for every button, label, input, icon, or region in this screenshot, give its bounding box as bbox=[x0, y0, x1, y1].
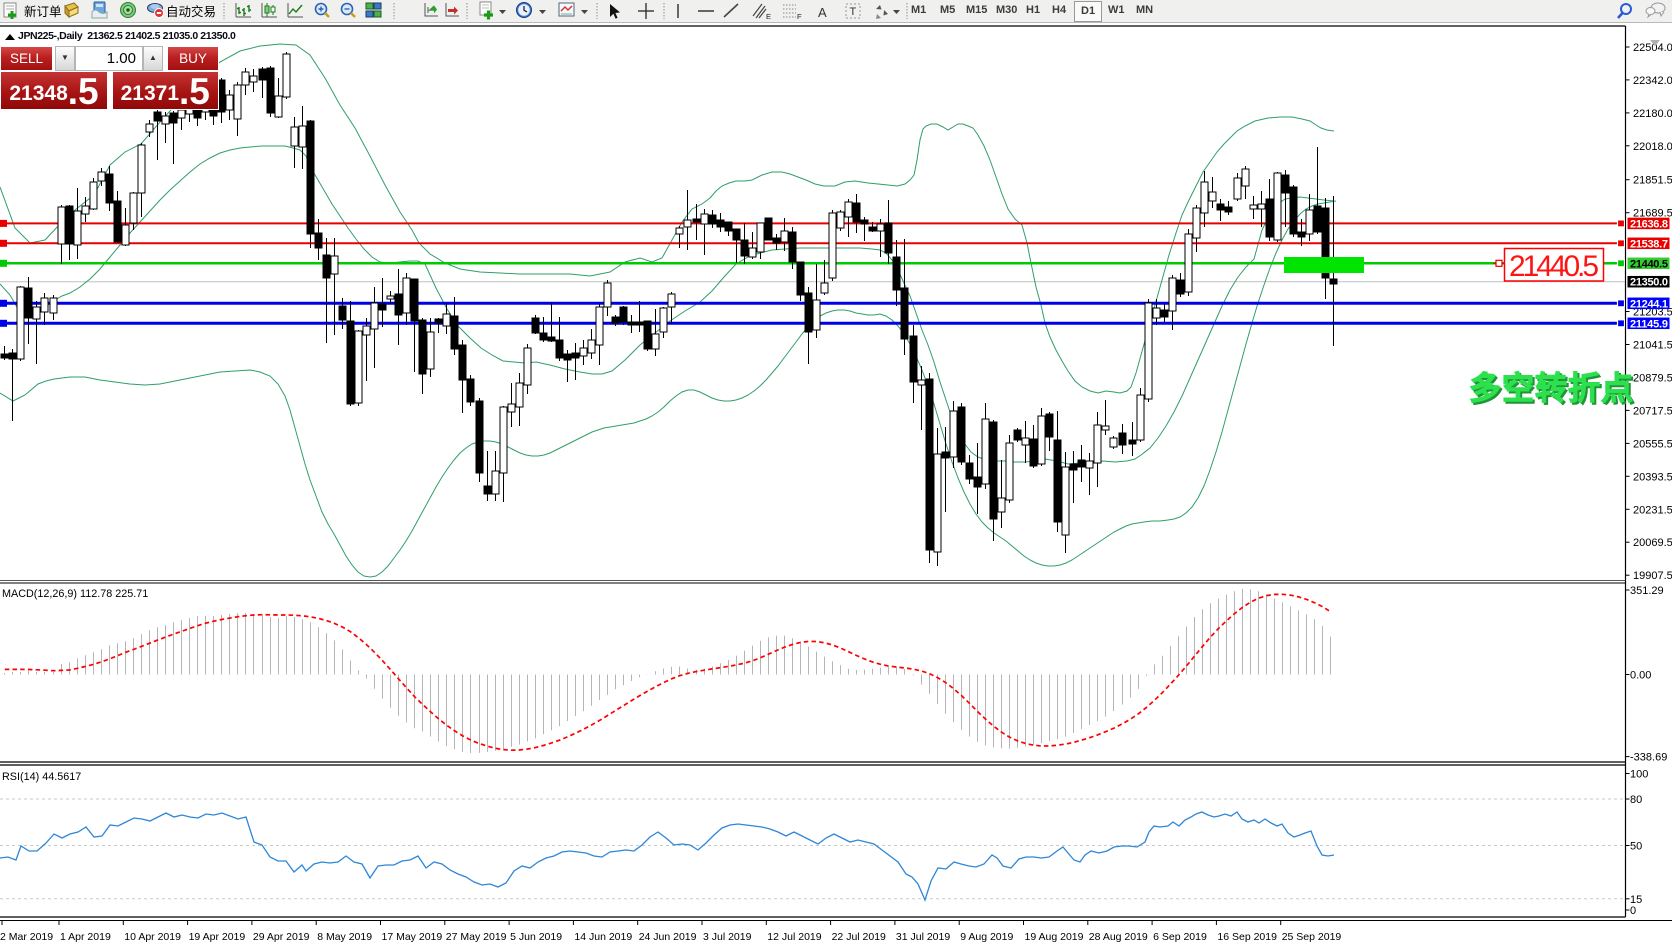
svg-text:MACD(12,26,9) 112.78 225.71: MACD(12,26,9) 112.78 225.71 bbox=[2, 588, 148, 600]
svg-text:3 Jul 2019: 3 Jul 2019 bbox=[703, 931, 752, 943]
svg-text:21350.0: 21350.0 bbox=[1630, 277, 1668, 289]
svg-text:A: A bbox=[818, 5, 827, 20]
svg-text:15: 15 bbox=[1630, 894, 1642, 906]
svg-text:20717.5: 20717.5 bbox=[1633, 405, 1672, 417]
svg-text:多空转折点: 多空转折点 bbox=[1471, 372, 1636, 408]
svg-text:F: F bbox=[797, 12, 802, 21]
svg-text:14 Jun 2019: 14 Jun 2019 bbox=[574, 931, 632, 943]
svg-text:22 Jul 2019: 22 Jul 2019 bbox=[832, 931, 886, 943]
svg-text:22018.0: 22018.0 bbox=[1633, 141, 1672, 153]
svg-text:20879.5: 20879.5 bbox=[1633, 373, 1672, 385]
svg-text:50: 50 bbox=[1630, 841, 1642, 853]
svg-text:新订单: 新订单 bbox=[24, 4, 62, 19]
svg-text:0: 0 bbox=[1630, 905, 1636, 917]
svg-text:T: T bbox=[850, 6, 857, 18]
svg-text:12 Jul 2019: 12 Jul 2019 bbox=[767, 931, 821, 943]
svg-text:21636.8: 21636.8 bbox=[1630, 218, 1668, 230]
svg-text:351.29: 351.29 bbox=[1630, 585, 1664, 597]
svg-text:16 Sep 2019: 16 Sep 2019 bbox=[1217, 931, 1277, 943]
svg-text:21851.5: 21851.5 bbox=[1633, 175, 1672, 187]
svg-text:20393.5: 20393.5 bbox=[1633, 471, 1672, 483]
svg-text:27 May 2019: 27 May 2019 bbox=[446, 931, 507, 943]
svg-text:6 Sep 2019: 6 Sep 2019 bbox=[1153, 931, 1207, 943]
svg-text:21538.7: 21538.7 bbox=[1630, 238, 1668, 250]
svg-text:20069.5: 20069.5 bbox=[1633, 537, 1672, 549]
svg-text:21440.5: 21440.5 bbox=[1509, 250, 1599, 283]
svg-text:2 Mar 2019: 2 Mar 2019 bbox=[0, 931, 53, 943]
svg-text:RSI(14) 44.5617: RSI(14) 44.5617 bbox=[2, 771, 81, 783]
svg-text:多空转折点: 多空转折点 bbox=[1469, 370, 1634, 406]
svg-text:-338.69: -338.69 bbox=[1630, 752, 1667, 764]
svg-text:21689.5: 21689.5 bbox=[1633, 208, 1672, 220]
svg-text:28 Aug 2019: 28 Aug 2019 bbox=[1089, 931, 1148, 943]
svg-text:1 Apr 2019: 1 Apr 2019 bbox=[60, 931, 111, 943]
svg-text:22180.0: 22180.0 bbox=[1633, 108, 1672, 120]
svg-text:10 Apr 2019: 10 Apr 2019 bbox=[124, 931, 181, 943]
svg-text:22342.0: 22342.0 bbox=[1633, 75, 1672, 87]
svg-text:21440.5: 21440.5 bbox=[1630, 258, 1668, 270]
svg-text:20555.5: 20555.5 bbox=[1633, 438, 1672, 450]
svg-text:21145.9: 21145.9 bbox=[1630, 318, 1668, 330]
svg-text:5 Jun 2019: 5 Jun 2019 bbox=[510, 931, 562, 943]
svg-text:24 Jun 2019: 24 Jun 2019 bbox=[639, 931, 697, 943]
svg-text:17 May 2019: 17 May 2019 bbox=[382, 931, 443, 943]
svg-text:25 Sep 2019: 25 Sep 2019 bbox=[1282, 931, 1342, 943]
svg-text:E: E bbox=[766, 12, 771, 21]
svg-text:8 May 2019: 8 May 2019 bbox=[317, 931, 372, 943]
svg-text:0.00: 0.00 bbox=[1630, 670, 1651, 682]
svg-text:20231.5: 20231.5 bbox=[1633, 504, 1672, 516]
svg-text:21203.5: 21203.5 bbox=[1633, 307, 1672, 319]
svg-text:22504.0: 22504.0 bbox=[1633, 42, 1672, 54]
svg-text:自动交易: 自动交易 bbox=[166, 4, 216, 19]
svg-text:19 Apr 2019: 19 Apr 2019 bbox=[189, 931, 246, 943]
svg-text:29 Apr 2019: 29 Apr 2019 bbox=[253, 931, 310, 943]
svg-text:80: 80 bbox=[1630, 794, 1642, 806]
svg-text:31 Jul 2019: 31 Jul 2019 bbox=[896, 931, 950, 943]
svg-text:19 Aug 2019: 19 Aug 2019 bbox=[1025, 931, 1084, 943]
svg-text:21041.5: 21041.5 bbox=[1633, 340, 1672, 352]
svg-text:100: 100 bbox=[1630, 769, 1648, 781]
svg-text:9 Aug 2019: 9 Aug 2019 bbox=[960, 931, 1013, 943]
svg-text:21244.1: 21244.1 bbox=[1630, 298, 1668, 310]
svg-text:19907.5: 19907.5 bbox=[1633, 570, 1672, 582]
